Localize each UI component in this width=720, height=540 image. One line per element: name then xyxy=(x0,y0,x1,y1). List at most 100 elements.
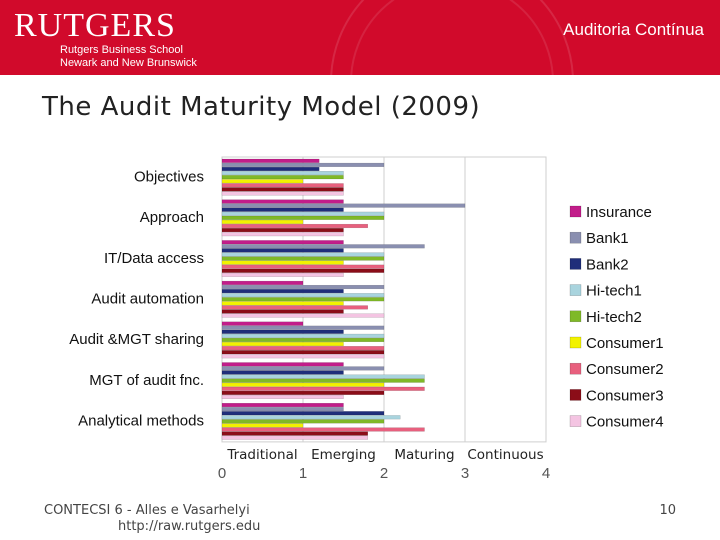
bar-consumer1 xyxy=(221,341,344,347)
bar-bank2 xyxy=(221,370,344,375)
stage-label: Maturing xyxy=(394,447,454,463)
bar-consumer2 xyxy=(221,386,425,391)
bar-consumer4 xyxy=(221,313,385,318)
bar-consumer4 xyxy=(221,191,344,196)
bar-bank2 xyxy=(221,166,320,172)
bar-hi-tech2 xyxy=(221,337,385,342)
bar-consumer1 xyxy=(221,179,304,184)
stage-label: Continuous xyxy=(467,447,543,463)
legend-label: Consumer1 xyxy=(586,335,664,352)
legend-swatch xyxy=(569,389,582,401)
bar-bank2 xyxy=(221,248,344,253)
legend-swatch xyxy=(569,231,582,244)
legend-label: Consumer4 xyxy=(586,414,664,431)
bar-insurance xyxy=(221,362,344,367)
chart-axis: 0 1 2 3 4 Traditional Emerging Maturing Continuo… xyxy=(218,447,550,482)
x-tick-label: 3 xyxy=(461,465,469,482)
legend-label: Consumer2 xyxy=(586,361,664,378)
x-tick-label: 0 xyxy=(218,465,226,482)
x-tick-label: 4 xyxy=(542,465,550,482)
category-label: Analytical methods xyxy=(78,413,204,430)
bar-hi-tech2 xyxy=(221,215,385,220)
bar-consumer3 xyxy=(221,268,385,273)
bar-consumer2 xyxy=(221,346,385,351)
bar-insurance xyxy=(221,199,344,204)
bar-hi-tech2 xyxy=(221,297,385,302)
bar-consumer3 xyxy=(221,187,344,192)
bar-bank2 xyxy=(221,329,344,334)
bar-bank2 xyxy=(221,207,344,212)
legend-swatch xyxy=(569,205,582,218)
legend-label: Insurance xyxy=(586,204,652,221)
bar-consumer2 xyxy=(221,264,385,269)
bar-consumer2 xyxy=(221,305,369,310)
x-tick-label: 2 xyxy=(380,465,388,482)
bar-consumer3 xyxy=(221,390,385,395)
section-title: Auditoria Contínua xyxy=(563,20,704,39)
bar-consumer3 xyxy=(221,228,344,233)
school-name: Rutgers Business School xyxy=(60,44,183,56)
category-label: Audit &MGT sharing xyxy=(69,331,204,348)
bar-bank1 xyxy=(221,407,344,412)
x-tick-label: 1 xyxy=(299,465,307,482)
bar-bank2 xyxy=(221,411,385,416)
bar-bank1 xyxy=(221,366,385,371)
category-label: MGT of audit fnc. xyxy=(89,372,204,389)
category-label: Approach xyxy=(140,209,204,226)
bar-hi-tech1 xyxy=(221,374,425,379)
rutgers-logo: RUTGERS xyxy=(14,7,176,44)
bar-consumer4 xyxy=(221,394,344,400)
legend-swatch xyxy=(569,258,582,270)
chart-category-labels: Objectives Approach IT/Data access Audit au… xyxy=(69,168,204,429)
bar-hi-tech2 xyxy=(221,378,425,383)
bar-hi-tech1 xyxy=(221,293,385,298)
bar-hi-tech1 xyxy=(221,415,401,420)
bar-bank1 xyxy=(221,162,385,167)
bar-consumer3 xyxy=(221,431,369,436)
chart-bars xyxy=(221,158,466,440)
bar-consumer2 xyxy=(221,427,425,432)
legend-swatch xyxy=(569,284,582,296)
footer-credit: CONTECSI 6 - Alles e Vasarhelyi xyxy=(44,503,250,518)
footer-url[interactable]: http://raw.rutgers.edu xyxy=(118,519,261,534)
bar-consumer2 xyxy=(221,183,344,188)
legend-label: Hi-tech2 xyxy=(586,309,642,326)
legend-label: Bank1 xyxy=(586,230,629,247)
bar-consumer4 xyxy=(221,354,385,359)
page-number: 10 xyxy=(659,503,676,518)
bar-consumer3 xyxy=(221,309,344,314)
bar-insurance xyxy=(221,240,344,245)
chart-legend: Insurance Bank1 Bank2 Hi-tech1 Hi-tech2 Consu… xyxy=(569,204,664,431)
bar-bank1 xyxy=(221,203,466,208)
bar-consumer4 xyxy=(221,232,344,237)
bar-insurance xyxy=(221,158,320,163)
bar-consumer4 xyxy=(221,272,344,277)
bar-bank1 xyxy=(221,325,385,330)
bar-hi-tech1 xyxy=(221,211,385,216)
category-label: Audit automation xyxy=(91,290,204,307)
legend-label: Consumer3 xyxy=(586,387,664,404)
slide-title: The Audit Maturity Model (2009) xyxy=(42,92,481,122)
category-label: IT/Data access xyxy=(104,250,204,267)
bar-hi-tech1 xyxy=(221,252,385,257)
bar-hi-tech2 xyxy=(221,256,385,261)
stage-label: Traditional xyxy=(226,447,297,463)
stage-label: Emerging xyxy=(311,447,376,463)
bar-consumer2 xyxy=(221,223,369,229)
campus-name: Newark and New Brunswick xyxy=(60,57,197,69)
bar-bank2 xyxy=(221,289,344,294)
legend-label: Bank2 xyxy=(586,256,629,273)
bar-hi-tech2 xyxy=(221,175,344,180)
bar-consumer4 xyxy=(221,435,369,440)
bar-insurance xyxy=(221,321,304,326)
bar-hi-tech1 xyxy=(221,333,385,338)
legend-label: Hi-tech1 xyxy=(586,283,642,300)
legend-swatch xyxy=(569,310,582,323)
bar-hi-tech1 xyxy=(221,171,344,176)
bar-consumer1 xyxy=(221,219,304,224)
bar-consumer1 xyxy=(221,301,344,306)
bar-insurance xyxy=(221,280,304,285)
bar-bank1 xyxy=(221,244,425,249)
bar-consumer1 xyxy=(221,423,304,428)
